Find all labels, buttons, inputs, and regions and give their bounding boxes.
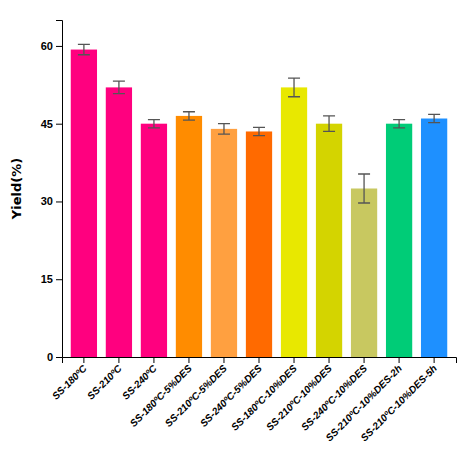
tick: SS-180ºC — [50, 357, 90, 402]
tick-label: SS-180ºC-5%DES — [128, 362, 194, 428]
error-bar — [183, 112, 195, 120]
tick-mark — [83, 357, 84, 363]
tick-label: SS-240ºC-10%DES — [299, 362, 369, 432]
error-bar — [393, 120, 405, 128]
tick: SS-240ºC-5%DES — [198, 357, 264, 429]
error-bar — [113, 81, 125, 93]
tick-label: SS-240ºC-5%DES — [198, 362, 264, 428]
tick-mark — [56, 201, 62, 202]
tick-label: 60 — [41, 40, 53, 52]
bar — [246, 131, 272, 357]
y-axis-title: Yield(%) — [9, 158, 24, 220]
tick: SS-210ºC-10%DES-5h — [358, 357, 439, 443]
axis-line — [63, 358, 457, 364]
error-bar — [218, 124, 230, 134]
tick: SS-210ºC-10%DES — [264, 357, 334, 433]
tick-mark — [329, 357, 330, 363]
bar — [386, 124, 412, 357]
plot: SS-180ºCSS-210ºCSS-240ºCSS-180ºC-5%DESSS… — [41, 21, 457, 444]
tick-mark — [153, 357, 154, 363]
tick: 60 — [41, 40, 62, 52]
tick-label: SS-210ºC-10%DES-5h — [358, 363, 439, 444]
tick: SS-180ºC-10%DES — [229, 357, 299, 433]
tick: SS-240ºC-10%DES — [299, 357, 369, 433]
tick: SS-210ºC — [85, 357, 125, 402]
bar — [316, 124, 342, 357]
error-bar — [148, 120, 160, 128]
tick-mark — [399, 357, 400, 363]
error-bar — [428, 114, 440, 122]
y-axis: 0 15 30 45 60 — [41, 21, 63, 364]
bar — [176, 116, 202, 357]
error-bar — [323, 116, 335, 132]
marks — [71, 44, 447, 357]
bar — [106, 87, 132, 357]
tick-mark — [434, 357, 435, 363]
tick-label: 15 — [41, 273, 53, 285]
tick-mark — [56, 46, 62, 47]
tick: 45 — [41, 118, 62, 130]
tick: 30 — [41, 195, 62, 207]
chart: SS-180ºCSS-210ºCSS-240ºCSS-180ºC-5%DESSS… — [0, 0, 474, 472]
tick-mark — [118, 357, 119, 363]
bar — [421, 119, 447, 357]
bar — [71, 50, 97, 357]
error-bar — [253, 127, 265, 135]
tick: 0 — [47, 351, 62, 363]
tick-mark — [364, 357, 365, 363]
bar — [281, 87, 307, 357]
tick-mark — [56, 357, 62, 358]
tick-label: 0 — [47, 351, 53, 363]
error-bar — [78, 44, 90, 54]
tick-label: SS-210ºC-5%DES — [163, 362, 229, 428]
tick-label: SS-180ºC — [50, 362, 90, 402]
bar — [351, 189, 377, 358]
bar — [141, 124, 167, 357]
tick-label: SS-210ºC-10%DES — [264, 362, 334, 432]
tick-mark — [223, 357, 224, 363]
tick-label: 45 — [41, 118, 53, 130]
tick: SS-210ºC-5%DES — [163, 357, 229, 429]
error-bar — [288, 78, 300, 97]
tick-label: SS-210ºC — [85, 362, 125, 402]
tick: 15 — [41, 273, 62, 285]
bar — [211, 129, 237, 357]
tick-mark — [294, 357, 295, 363]
tick-label: 30 — [41, 195, 53, 207]
tick-label: SS-180ºC-10%DES — [229, 362, 299, 432]
tick-mark — [188, 357, 189, 363]
tick-mark — [259, 357, 260, 363]
tick: SS-180ºC-5%DES — [128, 357, 194, 429]
tick-mark — [56, 124, 62, 125]
error-bar — [358, 174, 370, 203]
x-axis: SS-180ºCSS-210ºCSS-240ºCSS-180ºC-5%DESSS… — [50, 357, 457, 443]
axis-line — [56, 21, 63, 358]
tick-mark — [56, 279, 62, 280]
chart-container: SS-180ºCSS-210ºCSS-240ºCSS-180ºC-5%DESSS… — [0, 0, 474, 472]
